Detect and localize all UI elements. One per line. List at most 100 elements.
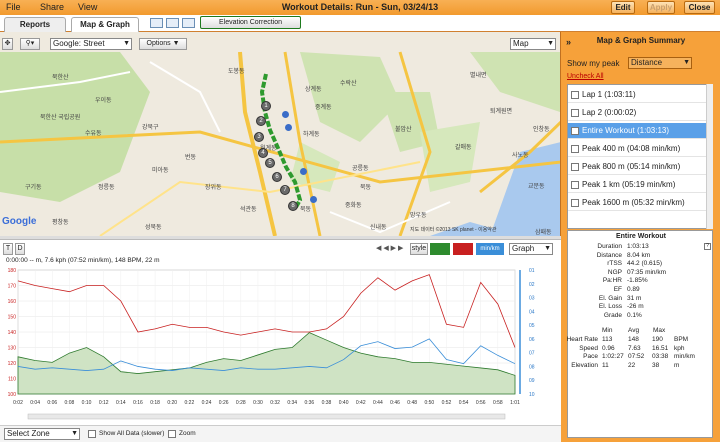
table-cell: 113 bbox=[602, 336, 613, 343]
tab-reports[interactable]: Reports bbox=[4, 17, 66, 32]
map-label: 삼패동 bbox=[535, 230, 552, 236]
lap-checkbox[interactable] bbox=[571, 163, 579, 171]
y-tick-label: 170 bbox=[8, 284, 17, 290]
x-tick-label: 0:58 bbox=[493, 400, 503, 406]
style-button[interactable]: style bbox=[410, 243, 428, 255]
menu-file[interactable]: File bbox=[6, 2, 21, 12]
tab-map-graph[interactable]: Map & Graph bbox=[71, 17, 139, 32]
help-icon[interactable]: ? bbox=[704, 243, 711, 250]
map-view[interactable]: ✥ ⚲▾ Google: Street ▼ Options ▼ Map ▼ 북한산 도… bbox=[0, 32, 561, 236]
lap-list-item[interactable]: Peak 400 m (04:08 min/km) bbox=[568, 141, 706, 157]
legend-pace[interactable]: min/km bbox=[476, 243, 504, 255]
x-tick-label: 0:26 bbox=[219, 400, 229, 406]
stat-label: Pa:HR bbox=[602, 277, 622, 285]
table-row-label: Elevation bbox=[571, 361, 598, 369]
road-shield-icon bbox=[310, 196, 317, 203]
map-label: 망우동 bbox=[410, 213, 427, 219]
road-shield-icon bbox=[300, 168, 307, 175]
right-tick-label: 06 bbox=[529, 337, 535, 343]
layout-split-icon[interactable] bbox=[150, 18, 163, 28]
zoom-label: Zoom bbox=[179, 430, 196, 437]
zoom-checkbox[interactable] bbox=[168, 430, 176, 438]
apply-button[interactable]: Apply bbox=[647, 1, 675, 14]
legend-swatch-green[interactable] bbox=[430, 243, 450, 255]
y-tick-label: 120 bbox=[8, 361, 17, 367]
lap-list-item[interactable]: Peak 800 m (05:14 min/km) bbox=[568, 159, 706, 175]
zone-select[interactable]: Select Zone ▼ bbox=[4, 428, 80, 440]
uncheck-all-link[interactable]: Uncheck All bbox=[567, 73, 604, 80]
menu-share[interactable]: Share bbox=[40, 2, 65, 12]
map-mode-select[interactable]: Map ▼ bbox=[510, 38, 556, 50]
x-tick-label: 0:12 bbox=[99, 400, 109, 406]
x-tick-label: 0:32 bbox=[270, 400, 280, 406]
lap-list-item[interactable]: Entire Workout (1:03:13) bbox=[568, 123, 706, 139]
layout-map-icon[interactable] bbox=[166, 18, 179, 28]
time-axis-toggle[interactable]: T bbox=[3, 243, 13, 255]
lap-label: Lap 2 (0:00:02) bbox=[582, 108, 637, 117]
lap-marker[interactable]: 7 bbox=[280, 185, 290, 195]
show-all-checkbox[interactable] bbox=[88, 430, 96, 438]
options-label: Options bbox=[146, 40, 171, 47]
lap-list-item[interactable]: Peak 1 km (05:19 min/km) bbox=[568, 177, 706, 193]
road-shield-icon bbox=[282, 111, 289, 118]
pan-icon[interactable]: ✥ bbox=[2, 38, 13, 50]
map-label: 월계동 bbox=[260, 146, 277, 152]
lap-marker[interactable]: 8 bbox=[288, 201, 298, 211]
lap-checkbox[interactable] bbox=[571, 127, 579, 135]
legend-swatch-red[interactable] bbox=[453, 243, 473, 255]
x-tick-label: 0:18 bbox=[150, 400, 160, 406]
x-tick-label: 0:20 bbox=[167, 400, 177, 406]
elevation-correction-button[interactable]: Elevation Correction bbox=[200, 16, 301, 29]
lap-checkbox[interactable] bbox=[571, 199, 579, 207]
close-button[interactable]: Close bbox=[684, 1, 715, 14]
lap-list-item[interactable]: Peak 1600 m (05:32 min/km) bbox=[568, 195, 706, 211]
graph-footer: Select Zone ▼ Show All Data (slower) Zoom bbox=[0, 425, 561, 442]
peak-select[interactable]: Distance ▼ bbox=[628, 57, 692, 69]
lap-marker[interactable]: 6 bbox=[272, 172, 282, 182]
lap-list-item[interactable]: Lap 2 (0:00:02) bbox=[568, 105, 706, 121]
playback-controls-icon[interactable]: ◀ ◀ ▶ ▶ bbox=[376, 245, 404, 252]
options-button[interactable]: Options ▼ bbox=[139, 38, 187, 50]
stat-label: El. Loss bbox=[598, 303, 622, 311]
edit-button[interactable]: Edit bbox=[611, 1, 635, 14]
lap-checkbox[interactable] bbox=[571, 181, 579, 189]
lap-checkbox[interactable] bbox=[571, 145, 579, 153]
menu-view[interactable]: View bbox=[78, 2, 98, 12]
lap-list: Lap 1 (1:03:11) Lap 2 (0:00:02) Entire Wor… bbox=[567, 84, 713, 229]
lap-marker[interactable]: 3 bbox=[254, 132, 264, 142]
map-label: 석관동 bbox=[240, 207, 257, 213]
map-label: 중화동 bbox=[345, 203, 362, 209]
lap-list-item[interactable]: Lap 1 (1:03:11) bbox=[568, 87, 706, 103]
stat-value: 8.04 km bbox=[627, 251, 651, 259]
map-label: 인창동 bbox=[533, 127, 550, 133]
table-cell: 1:02:27 bbox=[602, 353, 624, 361]
title-bar: File Share View Workout Details: Run - S… bbox=[0, 0, 720, 15]
distance-axis-toggle[interactable]: D bbox=[15, 243, 25, 255]
lap-marker[interactable]: 5 bbox=[265, 158, 275, 168]
x-tick-label: 0:40 bbox=[339, 400, 349, 406]
x-tick-label: 0:44 bbox=[373, 400, 383, 406]
map-layer-select[interactable]: Google: Street ▼ bbox=[50, 38, 132, 50]
lap-marker[interactable]: 4 bbox=[258, 148, 268, 158]
table-row-label: Pace bbox=[583, 353, 598, 361]
lap-checkbox[interactable] bbox=[571, 91, 579, 99]
lap-marker[interactable]: 1 bbox=[261, 101, 271, 111]
lap-checkbox[interactable] bbox=[571, 109, 579, 117]
x-tick-label: 0:46 bbox=[390, 400, 400, 406]
zoom-icon[interactable]: ⚲▾ bbox=[20, 38, 40, 50]
lap-label: Lap 1 (1:03:11) bbox=[582, 90, 636, 99]
collapse-panel-icon[interactable]: » bbox=[566, 37, 572, 47]
graph-select[interactable]: Graph ▼ bbox=[509, 243, 553, 255]
right-tick-label: 10 bbox=[529, 392, 535, 398]
lap-list-scrollbar[interactable] bbox=[706, 84, 713, 229]
x-tick-label: 0:48 bbox=[407, 400, 417, 406]
splitter[interactable] bbox=[0, 236, 561, 240]
lap-marker[interactable]: 2 bbox=[256, 116, 266, 126]
workout-chart[interactable]: 0:02 0:04 0:06 0:08 0:10 0:12 0:14 0:16 0:18 0:20… bbox=[0, 266, 561, 425]
table-cell: 0.96 bbox=[602, 344, 615, 352]
layout-graph-icon[interactable] bbox=[182, 18, 195, 28]
graph-panel[interactable]: T D 0:00:00 -- m, 7.6 kph (07:52 min/km)… bbox=[0, 240, 561, 425]
y-tick-label: 140 bbox=[8, 330, 17, 336]
y-tick-label: 150 bbox=[8, 315, 17, 321]
table-cell: 11 bbox=[602, 361, 609, 369]
